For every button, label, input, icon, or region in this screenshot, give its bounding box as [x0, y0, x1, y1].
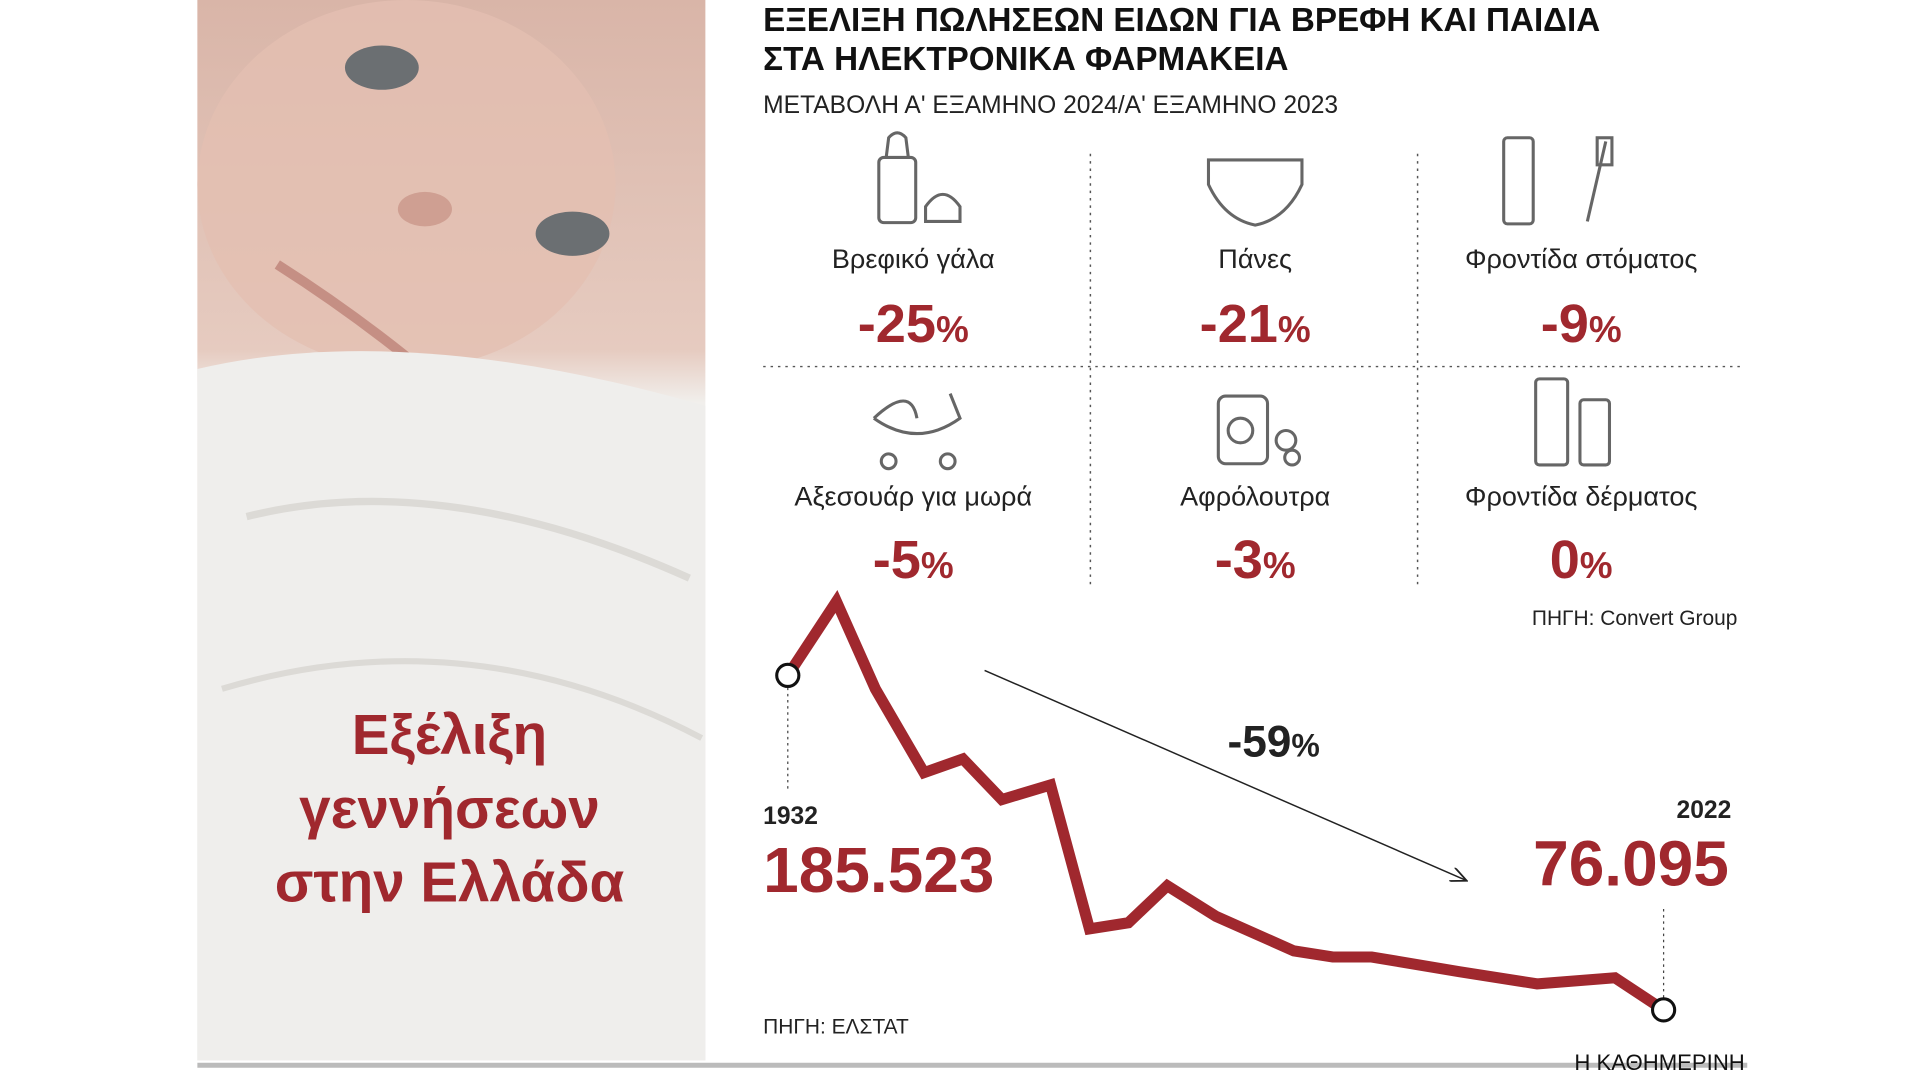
item-value: -25%	[858, 294, 969, 354]
births-line	[783, 590, 1667, 1015]
photo	[197, 0, 706, 1061]
brand: Η ΚΑΘΗΜΕΡΙΝΗ	[1574, 1050, 1744, 1075]
caption-line: Εξέλιξη	[352, 703, 547, 766]
grid-separators	[763, 153, 1745, 588]
icons	[872, 131, 1614, 471]
value-label: 76.095	[1533, 828, 1729, 900]
item-label: Αξεσουάρ για μωρά	[794, 482, 1032, 512]
endpoint-marker	[775, 662, 801, 689]
title-line: ΣΤΑ ΗΛΕΚΤΡΟΝΙΚΑ ΦΑΡΜΑΚΕΙΑ	[763, 41, 1288, 78]
endpoint-marker	[1650, 997, 1677, 1023]
value-label: 185.523	[763, 834, 994, 906]
item-label: Πάνες	[1218, 244, 1292, 274]
caption-line: στην Ελλάδα	[275, 851, 625, 914]
item-value: -5%	[873, 530, 954, 590]
item-label: Φροντίδα στόματος	[1465, 244, 1697, 274]
item-value: -3%	[1215, 530, 1296, 590]
item-value: 0%	[1550, 530, 1613, 590]
trend-arrow	[984, 669, 1467, 880]
change-annotation: -59%	[1227, 717, 1319, 766]
item-label: Φροντίδα δέρματος	[1465, 482, 1698, 512]
title-line: ΕΞΕΛΙΞΗ ΠΩΛΗΣΕΩΝ ΕΙΔΩΝ ΓΙΑ ΒΡΕΦΗ ΚΑΙ ΠΑΙ…	[763, 2, 1600, 39]
year-label: 1932	[763, 803, 818, 830]
item-value: -21%	[1200, 294, 1311, 354]
subtitle: ΜΕΤΑΒΟΛΗ Α' ΕΞΑΜΗΝΟ 2024/Α' ΕΞΑΜΗΝΟ 2023	[763, 92, 1338, 119]
year-label: 2022	[1677, 797, 1732, 824]
chart-source: ΠΗΓΗ: ΕΛΣΤΑΤ	[763, 1015, 909, 1038]
item-value: -9%	[1541, 294, 1622, 354]
sales-grid: Βρεφικό γάλα -25% Πάνες -21% Φροντίδα στόματ…	[794, 244, 1697, 590]
item-label: Βρεφικό γάλα	[832, 244, 995, 274]
source: ΠΗΓΗ: Convert Group	[1532, 607, 1738, 630]
item-label: Αφρόλουτρα	[1180, 482, 1330, 512]
caption-line: γεννήσεων	[299, 777, 600, 840]
photo-caption: Εξέλιξη γεννήσεων στην Ελλάδα	[275, 703, 625, 914]
births-chart: 1932 185.523 2022 76.095	[763, 590, 1732, 1023]
